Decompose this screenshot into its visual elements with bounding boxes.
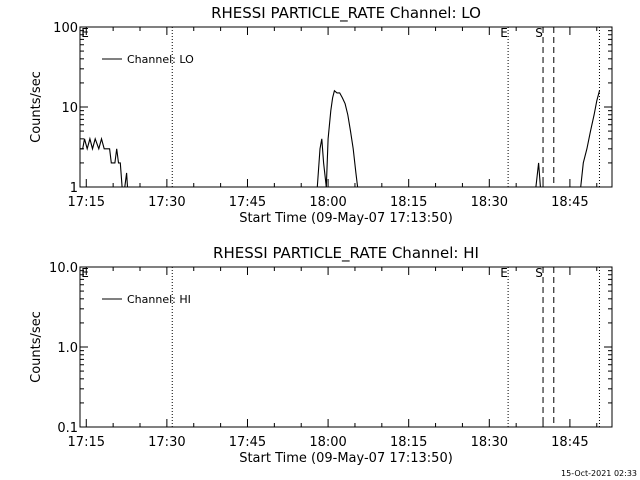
y-tick-label: 10.0 bbox=[49, 261, 78, 276]
marker-label: E bbox=[81, 26, 89, 40]
chart-panel-1: RHESSI PARTICLE_RATE Channel: LO 1 10 100 Co… bbox=[29, 4, 613, 226]
x-axis-label: Start Time (09-May-07 17:13:50) bbox=[239, 211, 453, 226]
y-tick-label: 1 bbox=[70, 181, 78, 196]
y-axis-label: Counts/sec bbox=[29, 71, 44, 143]
chart-title: RHESSI PARTICLE_RATE Channel: LO bbox=[211, 4, 481, 23]
legend-label: Channel: HI bbox=[127, 293, 191, 306]
chart-panel-2: RHESSI PARTICLE_RATE Channel: HI 0.1 1.0 10… bbox=[29, 244, 613, 466]
series-line-segment bbox=[80, 136, 129, 187]
x-tick-label: 18:15 bbox=[390, 195, 427, 210]
chart-title: RHESSI PARTICLE_RATE Channel: HI bbox=[213, 244, 479, 263]
y-tick-label: 100 bbox=[53, 21, 78, 36]
x-tick-label: 18:45 bbox=[551, 195, 588, 210]
marker-label: E bbox=[500, 26, 508, 40]
y-tick-label: 10 bbox=[61, 101, 78, 116]
marker-label: S bbox=[535, 26, 543, 40]
x-tick-label: 17:45 bbox=[229, 195, 266, 210]
x-tick-label: 18:30 bbox=[471, 435, 508, 450]
series-line-segment bbox=[535, 162, 541, 187]
x-tick-label: 17:15 bbox=[68, 195, 105, 210]
marker-label: E bbox=[500, 266, 508, 280]
x-axis-label: Start Time (09-May-07 17:13:50) bbox=[239, 451, 453, 466]
marker-label: S bbox=[535, 266, 543, 280]
y-tick-label: 1.0 bbox=[57, 341, 78, 356]
y-tick-label: 0.1 bbox=[57, 421, 78, 436]
x-tick-label: 17:30 bbox=[148, 435, 185, 450]
y-axis-label: Counts/sec bbox=[29, 311, 44, 383]
x-tick-label: 18:00 bbox=[309, 195, 346, 210]
x-tick-label: 18:00 bbox=[309, 435, 346, 450]
x-tick-label: 17:15 bbox=[68, 435, 105, 450]
x-tick-label: 18:15 bbox=[390, 435, 427, 450]
x-tick-label: 18:45 bbox=[551, 435, 588, 450]
legend-label: Channel: LO bbox=[127, 53, 194, 66]
marker-label: E bbox=[81, 266, 89, 280]
series-line-segment bbox=[580, 90, 601, 187]
x-tick-label: 17:30 bbox=[148, 195, 185, 210]
x-tick-label: 18:30 bbox=[471, 195, 508, 210]
x-tick-label: 17:45 bbox=[229, 435, 266, 450]
series-line-segment bbox=[325, 89, 359, 187]
footer-timestamp: 15-Oct-2021 02:33 bbox=[561, 469, 637, 478]
series-line-segment bbox=[316, 138, 327, 187]
